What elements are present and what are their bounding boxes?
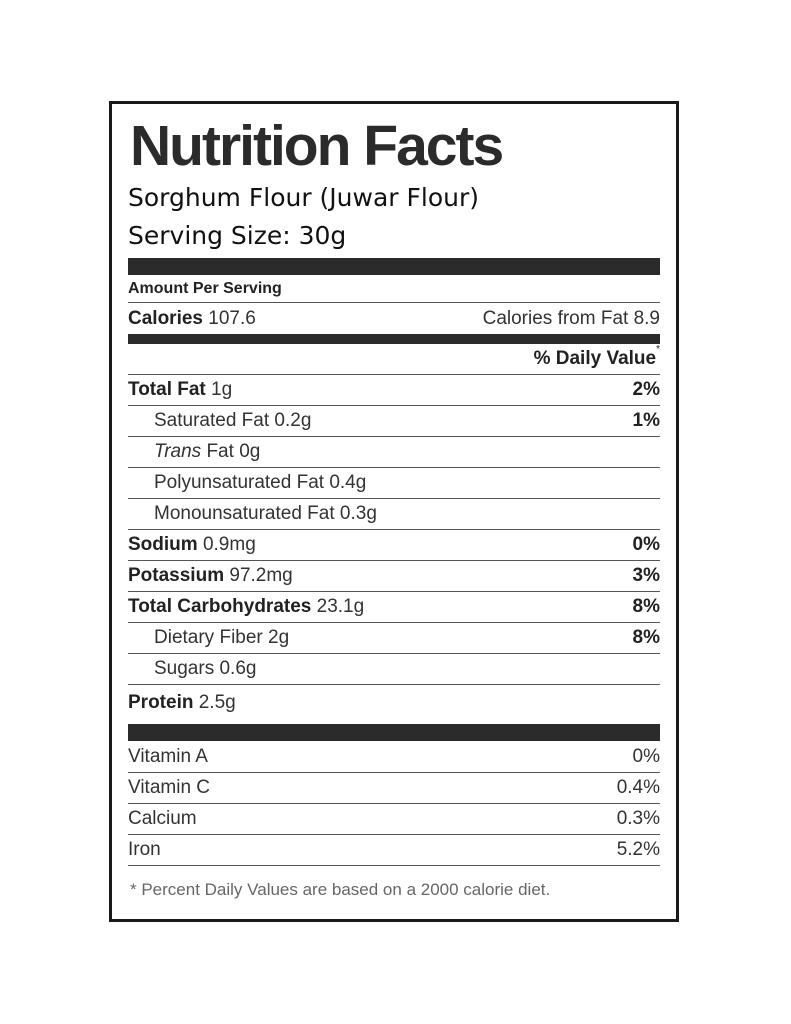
nutrient-amount: 23.1g (316, 596, 365, 617)
nutrient-percent: 1% (632, 410, 660, 431)
nutrient-row-trans-fat: Trans Fat 0g (128, 437, 660, 468)
nutrient-row-polyunsaturated-fat: Polyunsaturated Fat 0.4g (128, 468, 660, 499)
nutrient-row-monounsaturated-fat: Monounsaturated Fat 0.3g (128, 499, 660, 530)
vitamin-row-c: Vitamin C 0.4% (128, 773, 660, 804)
nutrient-amount: 2g (268, 627, 290, 648)
daily-value-header-row: % Daily Value* (128, 344, 660, 375)
nutrient-row-saturated-fat: Saturated Fat 0.2g 1% (128, 406, 660, 437)
nutrient-percent: 3% (632, 565, 660, 586)
nutrient-amount: 0g (239, 441, 261, 462)
vitamin-row-calcium: Calcium 0.3% (128, 804, 660, 835)
calories-from-fat: Calories from Fat 8.9 (482, 307, 660, 329)
daily-value-asterisk: * (656, 344, 660, 355)
thick-divider (128, 258, 660, 275)
nutrient-amount: 0.9mg (202, 534, 256, 555)
footnote: * Percent Daily Values are based on a 20… (130, 880, 551, 899)
nutrient-amount: 0.2g (274, 410, 312, 431)
nutrient-name: Potassium (128, 565, 225, 586)
serving-size: Serving Size: 30g (128, 221, 347, 250)
vitamin-percent: 0% (632, 746, 660, 767)
vitamin-percent: 0.3% (616, 808, 660, 829)
nutrient-name-rest: Fat (206, 441, 234, 462)
nutrient-name: Total Carbohydrates (128, 596, 312, 617)
nutrient-name: Total Fat (128, 379, 206, 400)
daily-value-header: % Daily Value* (533, 344, 660, 369)
amount-per-serving: Amount Per Serving (128, 280, 282, 297)
nutrient-row-sodium: Sodium 0.9mg 0% (128, 530, 660, 561)
nutrient-row-total-carbohydrates: Total Carbohydrates 23.1g 8% (128, 592, 660, 623)
nutrient-percent: 2% (632, 379, 660, 400)
nutrient-name: Dietary Fiber (154, 627, 263, 648)
vitamin-percent: 5.2% (616, 839, 660, 860)
calories-text: Calories 107.6 (128, 308, 256, 330)
nutrient-name: Saturated Fat (154, 410, 270, 431)
amount-per-serving-row: Amount Per Serving (128, 276, 660, 303)
nutrient-amount: 0.6g (219, 658, 257, 679)
nutrition-facts-label: Nutrition Facts Sorghum Flour (Juwar Flo… (109, 101, 679, 922)
calories-value: 107.6 (208, 307, 256, 329)
calories-row: Calories 107.6 Calories from Fat 8.9 (128, 303, 660, 334)
nutrient-name: Sugars (154, 658, 215, 679)
nutrient-row-sugars: Sugars 0.6g (128, 654, 660, 685)
nutrient-name: Polyunsaturated Fat (154, 472, 325, 493)
vitamin-percent: 0.4% (616, 777, 660, 798)
nutrient-row-protein: Protein 2.5g (128, 687, 660, 718)
label-title: Nutrition Facts (130, 114, 504, 178)
vitamin-name: Vitamin A (128, 746, 208, 767)
vitamin-name: Calcium (128, 808, 197, 829)
nutrient-name: Monounsaturated Fat (154, 503, 335, 524)
vitamin-name: Iron (128, 839, 161, 860)
product-name: Sorghum Flour (Juwar Flour) (128, 183, 480, 212)
nutrient-percent: 0% (632, 534, 660, 555)
nutrient-row-potassium: Potassium 97.2mg 3% (128, 561, 660, 592)
thick-divider-vitamins (128, 724, 660, 741)
nutrient-name-italic: Trans (154, 441, 202, 462)
vitamin-name: Vitamin C (128, 777, 211, 798)
nutrient-name: Protein (128, 691, 194, 713)
vitamin-row-iron: Iron 5.2% (128, 835, 660, 866)
nutrient-row-total-fat: Total Fat 1g 2% (128, 375, 660, 406)
nutrient-amount: 97.2mg (229, 565, 293, 586)
nutrient-name: Sodium (128, 534, 198, 555)
medium-divider (128, 334, 660, 344)
nutrient-percent: 8% (632, 627, 660, 648)
nutrient-amount: 0.3g (339, 503, 377, 524)
nutrient-row-dietary-fiber: Dietary Fiber 2g 8% (128, 623, 660, 654)
vitamin-row-a: Vitamin A 0% (128, 742, 660, 773)
calories-label: Calories (128, 307, 203, 329)
nutrient-amount: 2.5g (198, 691, 236, 713)
nutrient-percent: 8% (632, 596, 660, 617)
nutrient-amount: 0.4g (329, 472, 367, 493)
nutrient-amount: 1g (211, 379, 233, 400)
